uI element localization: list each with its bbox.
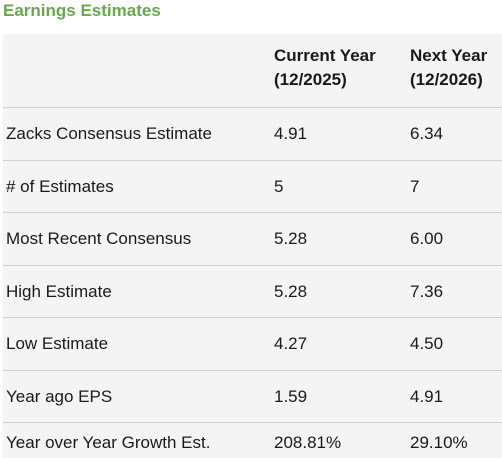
table-row: Zacks Consensus Estimate 4.91 6.34 bbox=[3, 108, 502, 161]
row-label: Year ago EPS bbox=[6, 387, 113, 406]
current-year-value: 208.81% bbox=[274, 433, 342, 452]
column-header-current-year: Current Year (12/2025) bbox=[274, 44, 376, 92]
column-header-next-year-label: Next Year bbox=[410, 46, 488, 65]
table-row: Low Estimate 4.27 4.50 bbox=[3, 318, 502, 371]
current-year-value: 5 bbox=[274, 177, 284, 196]
table-row: Year ago EPS 1.59 4.91 bbox=[3, 371, 502, 423]
next-year-value: 7 bbox=[410, 177, 420, 196]
column-header-current-year-period: (12/2025) bbox=[274, 70, 347, 89]
table-header-row: Current Year (12/2025) Next Year (12/202… bbox=[3, 34, 502, 108]
row-label: Most Recent Consensus bbox=[6, 229, 192, 248]
row-label: # of Estimates bbox=[6, 177, 114, 196]
current-year-value: 4.91 bbox=[274, 124, 308, 143]
current-year-value: 5.28 bbox=[274, 282, 308, 301]
widget-title: Earnings Estimates bbox=[3, 1, 161, 20]
table-row: Most Recent Consensus 5.28 6.00 bbox=[3, 213, 502, 266]
next-year-value: 6.34 bbox=[410, 124, 444, 143]
next-year-value: 6.00 bbox=[410, 229, 444, 248]
row-label: Year over Year Growth Est. bbox=[6, 433, 211, 452]
table-row: Year over Year Growth Est. 208.81% 29.10… bbox=[3, 423, 502, 458]
next-year-value: 7.36 bbox=[410, 282, 444, 301]
next-year-value: 4.50 bbox=[410, 334, 444, 353]
row-label: Zacks Consensus Estimate bbox=[6, 124, 212, 143]
earnings-estimates-table: Current Year (12/2025) Next Year (12/202… bbox=[3, 34, 502, 458]
column-header-current-year-label: Current Year bbox=[274, 46, 376, 65]
table-row: High Estimate 5.28 7.36 bbox=[3, 266, 502, 318]
column-header-next-year: Next Year (12/2026) bbox=[410, 44, 487, 92]
column-header-next-year-period: (12/2026) bbox=[410, 70, 483, 89]
next-year-value: 4.91 bbox=[410, 387, 444, 406]
current-year-value: 1.59 bbox=[274, 387, 308, 406]
next-year-value: 29.10% bbox=[410, 433, 468, 452]
current-year-value: 5.28 bbox=[274, 229, 308, 248]
current-year-value: 4.27 bbox=[274, 334, 308, 353]
row-label: Low Estimate bbox=[6, 334, 109, 353]
row-label: High Estimate bbox=[6, 282, 112, 301]
table-row: # of Estimates 5 7 bbox=[3, 161, 502, 213]
